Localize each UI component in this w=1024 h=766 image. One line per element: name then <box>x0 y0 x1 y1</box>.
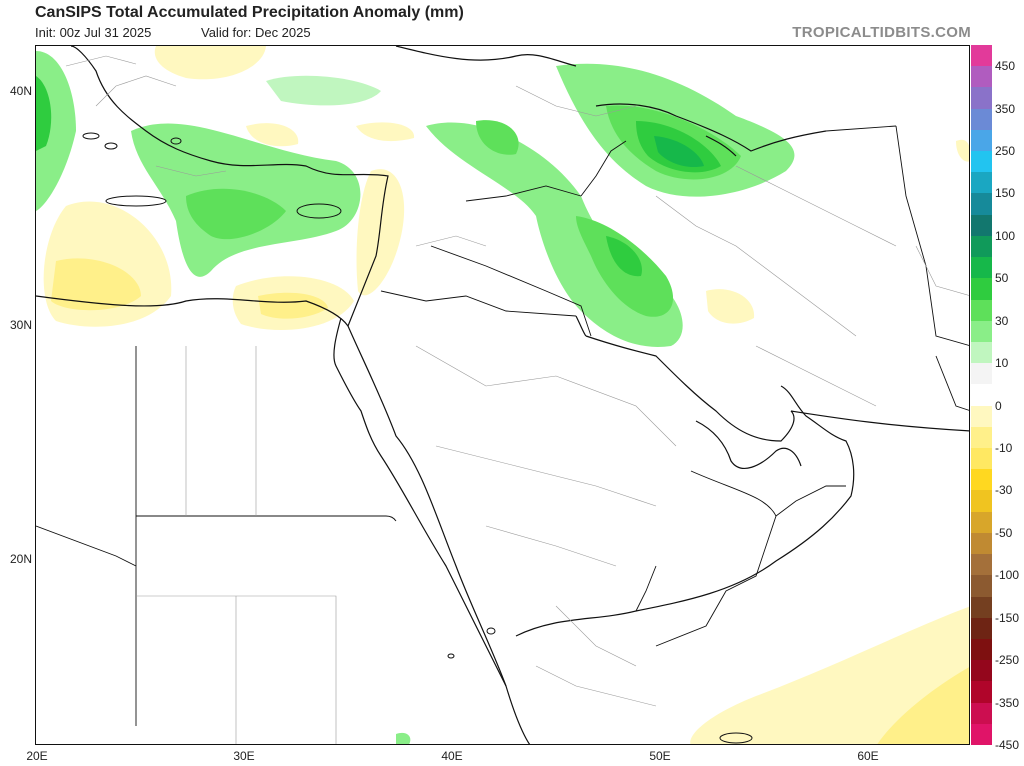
colorbar-swatch <box>971 299 992 322</box>
colorbar-swatch <box>971 702 992 725</box>
colorbar-swatch <box>971 235 992 258</box>
colorbar-swatch <box>971 575 992 597</box>
colorbar-swatch <box>971 151 992 173</box>
lon-label-30e: 30E <box>233 749 255 763</box>
lat-label-20n: 20N <box>9 552 32 566</box>
colorbar-tick-label: -150 <box>995 610 1020 625</box>
colorbar-tick-label: -10 <box>995 441 1013 456</box>
colorbar-tick-label: -30 <box>995 483 1013 498</box>
lon-label-40e: 40E <box>441 749 463 763</box>
colorbar-tick-label: 250 <box>995 144 1016 159</box>
colorbar-swatch <box>971 384 992 407</box>
valid-time: Valid for: Dec 2025 <box>201 25 311 40</box>
colorbar-tick-label: 450 <box>995 59 1016 74</box>
colorbar-tick-label: 350 <box>995 101 1016 116</box>
colorbar-tick-label: -100 <box>995 568 1020 583</box>
colorbar-swatch <box>971 554 992 576</box>
colorbar-swatch <box>971 426 992 449</box>
colorbar-swatch <box>971 448 992 470</box>
colorbar-tick-label: -350 <box>995 695 1020 710</box>
lat-label-40n: 40N <box>9 84 32 98</box>
colorbar-swatch <box>971 490 992 513</box>
colorbar-swatch <box>971 681 992 704</box>
colorbar-tick-label: -250 <box>995 653 1020 668</box>
colorbar-swatch <box>971 129 992 152</box>
colorbar-swatch <box>971 660 992 682</box>
colorbar-swatch <box>971 405 992 428</box>
colorbar-swatch <box>971 257 992 279</box>
lon-label-50e: 50E <box>649 749 671 763</box>
colorbar-swatch <box>971 66 992 88</box>
internal-boundaries <box>65 55 969 744</box>
map-canvas <box>36 46 969 744</box>
colorbar-tick-label: -50 <box>995 525 1013 540</box>
colorbar-swatch <box>971 87 992 110</box>
colorbar-swatch <box>971 511 992 534</box>
colorbar-swatch <box>971 617 992 640</box>
colorbar-tick-label: 100 <box>995 228 1016 243</box>
colorbar-swatch <box>971 278 992 301</box>
colorbar-swatch <box>971 532 992 555</box>
init-time: Init: 00z Jul 31 2025 <box>35 25 152 40</box>
precipitation-anomaly-map <box>35 45 970 745</box>
colorbar-swatch <box>971 172 992 194</box>
colorbar-swatch <box>971 45 992 67</box>
colorbar-tick-label: -450 <box>995 738 1020 752</box>
colorbar <box>971 45 992 746</box>
colorbar-swatch <box>971 596 992 619</box>
map-title: CanSIPS Total Accumulated Precipitation … <box>35 4 464 21</box>
colorbar-tick-label: 150 <box>995 186 1016 201</box>
colorbar-swatch <box>971 469 992 491</box>
colorbar-tick-label: 50 <box>995 271 1009 286</box>
colorbar-swatch <box>971 320 992 343</box>
colorbar-tick-label: 10 <box>995 356 1009 371</box>
lon-label-60e: 60E <box>857 749 879 763</box>
colorbar-swatch <box>971 108 992 131</box>
colorbar-swatch <box>971 214 992 237</box>
colorbar-swatch <box>971 193 992 216</box>
colorbar-swatch <box>971 341 992 364</box>
colorbar-swatch <box>971 638 992 661</box>
coastlines <box>36 46 969 744</box>
lon-label-20e: 20E <box>26 749 48 763</box>
colorbar-tick-label: 30 <box>995 313 1009 328</box>
islands <box>82 132 753 744</box>
site-brand: TROPICALTIDBITS.COM <box>792 24 971 41</box>
colorbar-tick-label: 0 <box>995 398 1002 413</box>
colorbar-swatch <box>971 723 992 746</box>
lat-label-30n: 30N <box>9 318 32 332</box>
colorbar-swatch <box>971 363 992 385</box>
dry-anomaly-areas <box>43 46 969 744</box>
wet-anomaly-areas <box>36 51 795 744</box>
